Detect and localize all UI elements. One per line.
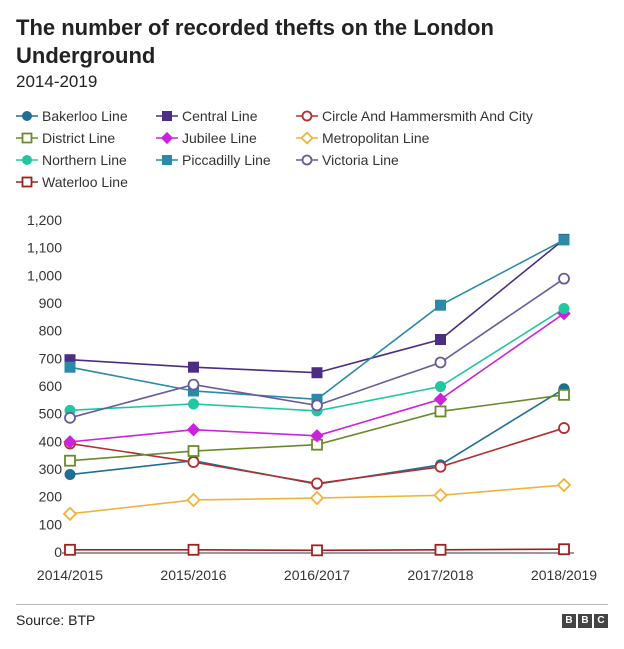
data-point-waterloo-line: [311, 544, 323, 557]
legend-label: Central Line: [182, 108, 258, 124]
legend-item-central-line: Central Line: [156, 108, 258, 124]
legend-marker-icon: [296, 154, 318, 166]
data-point-circle-and-hammersmith-and-city: [311, 477, 323, 490]
data-point-metropolitan-line: [186, 492, 201, 508]
footer-divider: [16, 604, 608, 605]
data-point-waterloo-line: [434, 543, 447, 556]
data-point-victoria-line: [434, 356, 447, 369]
legend-item-northern-line: Northern Line: [16, 152, 127, 168]
legend-item-waterloo-line: Waterloo Line: [16, 174, 128, 190]
data-point-waterloo-line: [187, 543, 200, 556]
legend-item-district-line: District Line: [16, 130, 115, 146]
legend-label: Piccadilly Line: [182, 152, 271, 168]
x-tick-label: 2017/2018: [407, 567, 473, 583]
chart-title: The number of recorded thefts on the Lon…: [16, 15, 494, 68]
data-point-circle-and-hammersmith-and-city: [558, 422, 570, 434]
y-tick-label: 400: [39, 433, 63, 449]
y-tick-label: 500: [39, 406, 63, 422]
legend-item-jubilee-line: Jubilee Line: [156, 130, 257, 146]
data-point-metropolitan-line: [556, 477, 572, 493]
legend-label: Metropolitan Line: [322, 130, 430, 146]
y-tick-label: 1,100: [27, 240, 62, 256]
data-point-district-line: [558, 388, 570, 401]
legend-label: Bakerloo Line: [42, 108, 128, 124]
data-point-piccadilly-line: [558, 234, 570, 246]
legend-item-victoria-line: Victoria Line: [296, 152, 399, 168]
data-point-circle-and-hammersmith-and-city: [434, 460, 447, 473]
data-point-piccadilly-line: [435, 299, 446, 311]
y-tick-label: 700: [39, 350, 63, 366]
data-point-central-line: [435, 334, 446, 346]
legend-item-bakerloo-line: Bakerloo Line: [16, 108, 128, 124]
legend-item-circle-and-hammersmith-and-city: Circle And Hammersmith And City: [296, 108, 533, 124]
line-chart: 0 100 200 300 400 500 600 700 800 900 1,000 1,100 1,…: [27, 212, 597, 583]
legend-marker-icon: [296, 131, 318, 145]
logo-letter: B: [562, 614, 576, 628]
logo-letter: C: [594, 614, 608, 628]
series-line-central-line: [69, 238, 565, 374]
data-point-jubilee-line: [186, 423, 201, 437]
legend-label: District Line: [42, 130, 116, 146]
bbc-logo: B B C: [562, 614, 608, 628]
x-tick-label: 2014/2015: [37, 567, 103, 583]
legend-label: Circle And Hammersmith And City: [322, 108, 533, 124]
data-point-victoria-line: [311, 399, 323, 412]
data-point-jubilee-line: [433, 392, 448, 406]
data-point-victoria-line: [558, 272, 570, 285]
x-tick-label: 2016/2017: [284, 567, 350, 583]
y-tick-label: 200: [39, 489, 63, 505]
data-point-metropolitan-line: [62, 506, 78, 522]
legend-label: Waterloo Line: [42, 174, 128, 190]
chart-subtitle: 2014-2019: [16, 72, 98, 91]
data-point-jubilee-line: [310, 429, 324, 443]
y-tick-label: 600: [39, 378, 63, 394]
y-tick-label: 300: [39, 461, 63, 477]
legend-label: Northern Line: [42, 152, 127, 168]
data-point-district-line: [187, 445, 200, 457]
legend-marker-icon: [296, 110, 318, 122]
source-note: Source: BTP: [16, 612, 96, 628]
data-point-district-line: [64, 454, 76, 467]
data-point-jubilee-line: [63, 435, 77, 449]
legend-item-metropolitan-line: Metropolitan Line: [296, 130, 429, 146]
data-point-central-line: [188, 361, 199, 373]
legend-label: Victoria Line: [322, 152, 399, 168]
data-point-district-line: [434, 405, 447, 418]
data-point-victoria-line: [187, 378, 200, 391]
legend-marker-icon: [156, 155, 178, 165]
legend-marker-icon: [16, 111, 38, 121]
data-point-victoria-line: [64, 411, 76, 424]
x-tick-label: 2015/2016: [160, 567, 226, 583]
legend-marker-icon: [16, 176, 38, 188]
legend-marker-icon: [156, 111, 178, 121]
data-point-waterloo-line: [64, 543, 76, 556]
legend-marker-icon: [16, 132, 38, 144]
y-tick-label: 100: [39, 516, 63, 532]
data-point-piccadilly-line: [64, 361, 76, 373]
legend-label: Jubilee Line: [182, 130, 257, 146]
y-tick-label: 800: [39, 323, 63, 339]
data-point-northern-line: [435, 381, 446, 393]
legend-marker-icon: [156, 131, 178, 145]
legend-marker-icon: [16, 155, 38, 165]
logo-letter: B: [578, 614, 592, 628]
y-tick-label: 0: [54, 544, 62, 560]
y-tick-label: 1,000: [27, 267, 62, 283]
x-tick-label: 2018/2019: [531, 567, 597, 583]
legend-item-piccadilly-line: Piccadilly Line: [156, 152, 271, 168]
data-point-circle-and-hammersmith-and-city: [187, 456, 200, 468]
data-point-northern-line: [188, 398, 199, 410]
y-tick-label: 900: [39, 295, 63, 311]
data-point-central-line: [311, 367, 323, 379]
data-point-metropolitan-line: [309, 490, 325, 506]
data-point-northern-line: [558, 303, 570, 315]
y-tick-label: 1,200: [27, 212, 62, 228]
data-point-bakerloo-line: [64, 469, 76, 481]
data-point-metropolitan-line: [433, 488, 448, 503]
data-point-waterloo-line: [558, 543, 570, 556]
